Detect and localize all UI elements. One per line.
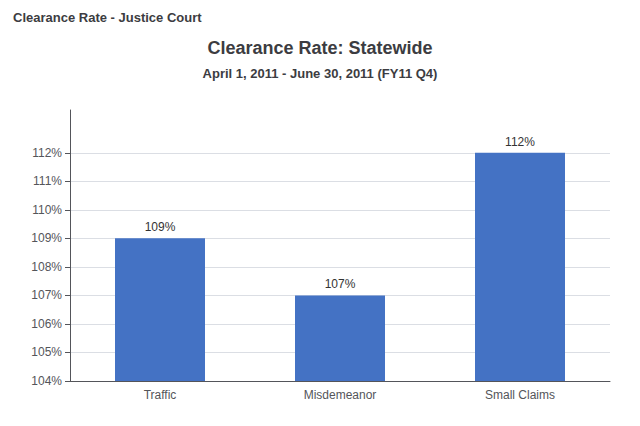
svg-text:112%: 112% [505, 135, 535, 149]
svg-text:108%: 108% [31, 260, 62, 274]
svg-text:April 1, 2011 - June 30, 2011: April 1, 2011 - June 30, 2011 (FY11 Q4) [203, 66, 438, 81]
svg-text:109%: 109% [145, 220, 176, 234]
svg-text:Clearance Rate - Justice Court: Clearance Rate - Justice Court [13, 10, 202, 25]
svg-text:106%: 106% [31, 317, 62, 331]
svg-text:Small Claims: Small Claims [485, 388, 555, 402]
svg-text:Misdemeanor: Misdemeanor [304, 388, 377, 402]
svg-text:105%: 105% [31, 345, 62, 359]
svg-text:109%: 109% [31, 231, 62, 245]
svg-text:112%: 112% [32, 146, 62, 160]
svg-text:111%: 111% [33, 174, 62, 188]
svg-text:107%: 107% [31, 288, 62, 302]
svg-text:Clearance Rate: Statewide: Clearance Rate: Statewide [207, 38, 432, 58]
svg-text:104%: 104% [31, 374, 62, 388]
svg-text:Traffic: Traffic [144, 388, 177, 402]
svg-text:107%: 107% [325, 277, 356, 291]
svg-text:110%: 110% [32, 203, 62, 217]
